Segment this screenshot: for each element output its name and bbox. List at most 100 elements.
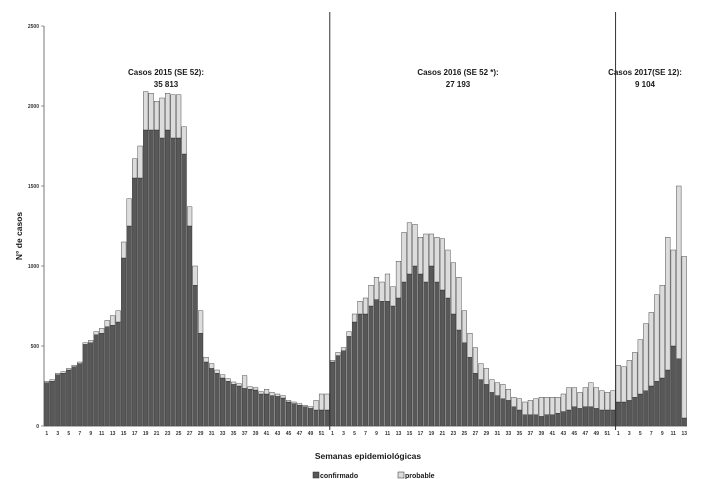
bar-confirmado	[209, 368, 215, 427]
bar-confirmado	[93, 334, 99, 427]
bar-probable	[428, 233, 435, 267]
legend-swatch-probable	[397, 471, 405, 479]
bar-probable	[329, 360, 336, 363]
bar-confirmado	[82, 344, 88, 427]
bar-confirmado	[307, 408, 314, 427]
bar-probable	[335, 352, 341, 356]
bar-probable	[285, 400, 292, 403]
bar-confirmado	[264, 393, 270, 427]
bar-confirmado	[533, 414, 539, 427]
bar-confirmado	[269, 395, 275, 427]
bar-confirmado	[165, 129, 171, 427]
bar-probable	[275, 393, 281, 397]
bar-probable	[494, 382, 500, 396]
bar-confirmado	[170, 137, 176, 427]
bar-confirmado	[588, 406, 594, 427]
bar-confirmado	[505, 400, 511, 427]
bar-confirmado	[494, 395, 500, 427]
bar-confirmado	[236, 385, 242, 427]
bar-probable	[280, 395, 286, 399]
bar-probable	[544, 397, 550, 416]
bar-confirmado	[373, 299, 380, 427]
bar-probable	[637, 339, 643, 395]
x-tick-label: 35	[517, 431, 523, 437]
bar-confirmado	[555, 413, 561, 427]
bar-probable	[549, 397, 555, 416]
bar-probable	[170, 94, 176, 139]
bar-probable	[599, 390, 605, 411]
bar-confirmado	[571, 406, 577, 427]
bar-probable	[538, 397, 544, 417]
x-tick-label: 17	[418, 431, 424, 437]
y-tick-label: 0	[36, 424, 39, 430]
bar-probable	[242, 375, 248, 389]
bar-confirmado	[88, 342, 94, 427]
year-annotations: Casos 2015 (SE 52): 35 813 Casos 2016 (SE …	[128, 68, 682, 89]
bar-confirmado	[632, 397, 638, 427]
bar-confirmado	[478, 379, 484, 427]
x-tick-label: 1	[45, 431, 48, 437]
x-axis: 1 3 5 7 9 11 13 15 17 19 21 23 25 27 29 31 33 35 37 39 41 43 4…	[44, 425, 687, 437]
bar-probable	[417, 236, 424, 275]
bar-probable	[110, 315, 116, 326]
x-tick-label: 9	[375, 431, 378, 437]
legend-swatch-confirmado	[312, 471, 320, 479]
bar-confirmado	[60, 373, 66, 427]
bar-confirmado	[610, 409, 616, 427]
legend-label-confirmado: confirmado	[320, 473, 358, 479]
bar-confirmado	[450, 313, 456, 427]
annotation-title-2016: Casos 2016 (SE 52 *):	[417, 68, 498, 77]
bar-probable	[379, 281, 385, 302]
x-tick-label: 39	[253, 431, 259, 437]
x-tick-label: 41	[264, 431, 270, 437]
bar-probable	[71, 365, 77, 368]
bar-probable	[472, 347, 478, 374]
x-tick-label: 11	[671, 431, 677, 437]
x-tick-label: 19	[143, 431, 149, 437]
bar-confirmado	[176, 137, 182, 427]
bar-confirmado	[335, 355, 341, 427]
bar-probable	[132, 158, 138, 179]
bar-confirmado	[66, 369, 72, 427]
bar-probable	[209, 363, 215, 369]
bar-confirmado	[137, 177, 143, 427]
x-tick-label: 33	[506, 431, 512, 437]
bar-probable	[93, 331, 99, 336]
x-tick-label: 51	[605, 431, 611, 437]
bar-probable	[82, 342, 88, 345]
bar-probable	[681, 256, 687, 419]
bar-probable	[214, 369, 220, 374]
bar-probable	[461, 310, 467, 343]
annotation-count-2016: 27 193	[446, 80, 471, 89]
bar-probable	[55, 373, 61, 376]
x-tick-label: 37	[528, 431, 534, 437]
bar-confirmado	[401, 281, 407, 427]
bar-confirmado	[214, 373, 220, 427]
bar-probable	[489, 379, 495, 393]
bar-confirmado	[637, 393, 643, 427]
x-tick-label: 1	[617, 431, 620, 437]
bar-probable	[483, 368, 489, 385]
x-tick-label: 35	[231, 431, 237, 437]
bar-confirmado	[406, 273, 413, 427]
bars-group	[44, 91, 687, 427]
x-tick-label: 25	[462, 431, 468, 437]
x-tick-label: 23	[165, 431, 171, 437]
bar-probable	[60, 371, 66, 374]
bar-confirmado	[187, 225, 193, 427]
bar-probable	[500, 384, 506, 399]
bar-confirmado	[577, 408, 583, 427]
bar-probable	[384, 273, 391, 302]
bar-confirmado	[560, 411, 566, 427]
x-tick-label: 1	[331, 431, 334, 437]
bar-confirmado	[121, 257, 127, 427]
bar-confirmado	[582, 406, 588, 427]
bar-confirmado	[621, 401, 627, 427]
x-tick-label: 45	[572, 431, 578, 437]
bar-confirmado	[395, 297, 402, 427]
x-tick-label: 15	[121, 431, 127, 437]
bar-probable	[643, 323, 649, 392]
bar-confirmado	[280, 397, 286, 427]
x-tick-label: 5	[639, 431, 642, 437]
bar-confirmado	[346, 336, 352, 427]
